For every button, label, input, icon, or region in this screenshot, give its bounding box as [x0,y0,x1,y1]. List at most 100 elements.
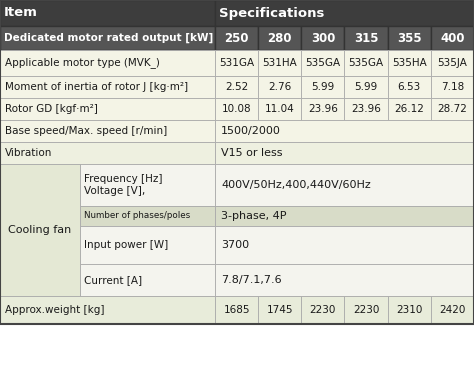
Bar [215,142,474,164]
Bar [431,76,474,98]
Text: Cooling fan: Cooling fan [9,225,72,235]
Bar [80,164,215,206]
Bar [301,296,345,324]
Text: Base speed/Max. speed [r/min]: Base speed/Max. speed [r/min] [5,126,167,136]
Text: 250: 250 [224,32,249,44]
Text: 2310: 2310 [396,305,422,315]
Bar [0,76,215,98]
Bar [80,226,215,264]
Bar [0,98,215,120]
Bar [345,26,388,50]
Bar [431,98,474,120]
Text: 10.08: 10.08 [222,104,251,114]
Bar [215,120,474,142]
Text: Approx.weight [kg]: Approx.weight [kg] [5,305,104,315]
Bar [215,296,258,324]
Bar [258,26,301,50]
Bar [258,98,301,120]
Text: 7.18: 7.18 [441,82,464,92]
Bar [215,206,474,226]
Text: Vibration: Vibration [5,148,52,158]
Text: Voltage [V],: Voltage [V], [84,186,145,196]
Bar [388,50,431,76]
Bar [258,76,301,98]
Bar [431,296,474,324]
Text: 3700: 3700 [221,240,249,250]
Bar [258,50,301,76]
Text: 280: 280 [267,32,292,44]
Bar [301,26,345,50]
Text: 26.12: 26.12 [394,104,424,114]
Bar [388,76,431,98]
Bar [215,164,474,206]
Text: 1685: 1685 [223,305,250,315]
Text: Moment of inertia of rotor J [kg·m²]: Moment of inertia of rotor J [kg·m²] [5,82,188,92]
Bar [431,50,474,76]
Text: 6.53: 6.53 [398,82,421,92]
Bar [215,76,258,98]
Bar [0,26,215,50]
Bar [215,264,474,296]
Bar [215,226,474,264]
Text: 1745: 1745 [266,305,293,315]
Text: 23.96: 23.96 [308,104,338,114]
Text: Item: Item [4,7,38,20]
Text: 1500/2000: 1500/2000 [221,126,281,136]
Bar [215,98,258,120]
Text: Rotor GD [kgf·m²]: Rotor GD [kgf·m²] [5,104,98,114]
Text: 5.99: 5.99 [311,82,335,92]
Text: 535JA: 535JA [438,58,467,68]
Bar [0,120,215,142]
Text: Dedicated motor rated output [kW]: Dedicated motor rated output [kW] [4,33,213,43]
Text: 3-phase, 4P: 3-phase, 4P [221,211,286,221]
Text: 300: 300 [311,32,335,44]
Text: 531GA: 531GA [219,58,254,68]
Text: Current [A]: Current [A] [84,275,142,285]
Bar [345,50,388,76]
Text: Number of phases/poles: Number of phases/poles [84,212,190,220]
Text: 535HA: 535HA [392,58,427,68]
Bar [431,26,474,50]
Text: 2.76: 2.76 [268,82,292,92]
Text: 11.04: 11.04 [265,104,295,114]
Text: Specifications: Specifications [219,7,324,20]
Text: 5.99: 5.99 [355,82,378,92]
Bar [301,98,345,120]
Bar [0,164,80,296]
Bar [80,264,215,296]
Text: 355: 355 [397,32,421,44]
Text: 400V/50Hz,400,440V/60Hz: 400V/50Hz,400,440V/60Hz [221,180,371,190]
Bar [345,296,388,324]
Bar [0,142,215,164]
Text: 23.96: 23.96 [351,104,381,114]
Text: 2420: 2420 [439,305,465,315]
Text: 400: 400 [440,32,465,44]
Bar [301,50,345,76]
Text: V15 or less: V15 or less [221,148,283,158]
Text: 535GA: 535GA [348,58,383,68]
Text: Frequency [Hz]: Frequency [Hz] [84,174,163,184]
Text: 315: 315 [354,32,378,44]
Bar [345,76,388,98]
Text: 2230: 2230 [353,305,379,315]
Text: 531HA: 531HA [263,58,297,68]
Text: 7.8/7.1,7.6: 7.8/7.1,7.6 [221,275,282,285]
Bar [258,296,301,324]
Bar [215,0,474,26]
Text: 28.72: 28.72 [438,104,467,114]
Text: Applicable motor type (MVK_): Applicable motor type (MVK_) [5,58,160,68]
Bar [0,50,215,76]
Text: 2230: 2230 [310,305,336,315]
Bar [0,0,215,26]
Bar [388,26,431,50]
Text: 535GA: 535GA [305,58,340,68]
Text: 2.52: 2.52 [225,82,248,92]
Bar [215,50,258,76]
Bar [301,76,345,98]
Bar [345,98,388,120]
Bar [0,0,474,324]
Bar [0,296,215,324]
Bar [388,296,431,324]
Bar [388,98,431,120]
Text: Input power [W]: Input power [W] [84,240,168,250]
